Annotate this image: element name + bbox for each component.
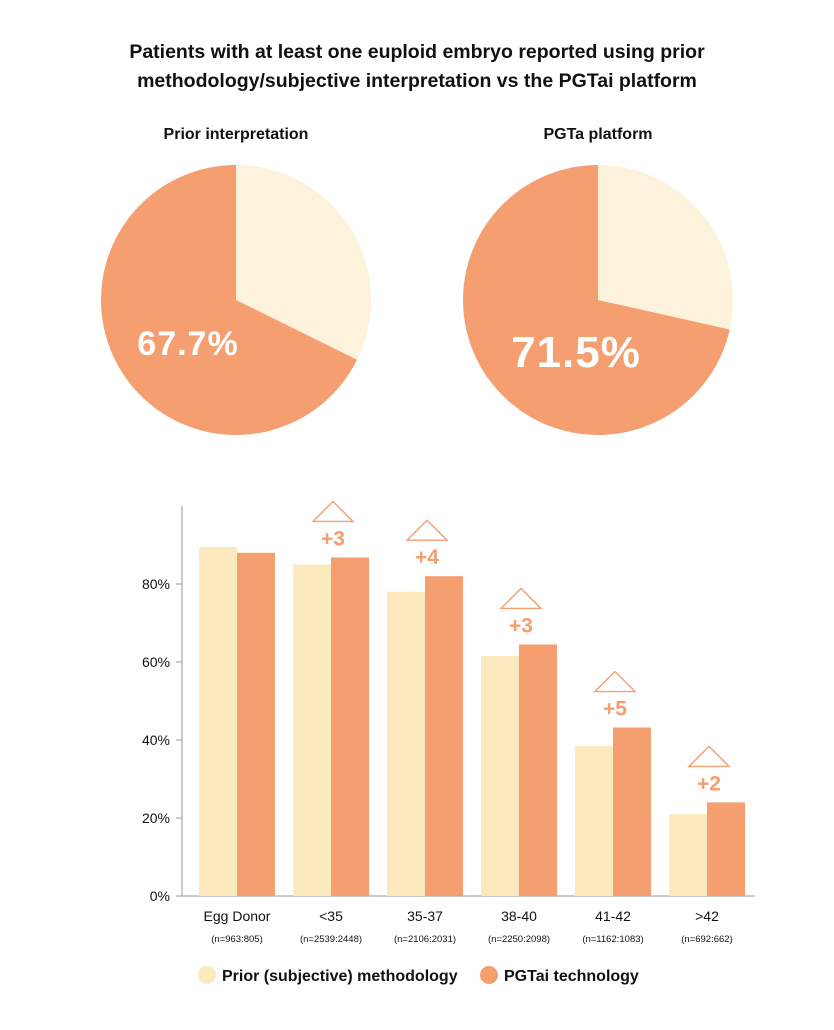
pie-slice-prior-main — [100, 165, 358, 435]
bar-prior — [669, 814, 707, 896]
pie-slice-pgta-remainder — [598, 165, 733, 330]
bar-prior — [575, 745, 613, 896]
bar-pgtai — [331, 557, 369, 896]
bar-pgtai — [425, 576, 463, 896]
bar-prior — [481, 656, 519, 896]
title-line-2: methodology/subjective interpretation vs… — [137, 70, 697, 92]
delta-triangle-icon — [405, 519, 449, 541]
y-tick-label: 60% — [142, 654, 170, 670]
delta-triangle-icon — [499, 587, 543, 610]
title-line-1: Patients with at least one euploid embry… — [129, 41, 705, 63]
bar-pgtai — [613, 727, 651, 896]
y-tick-label: 80% — [142, 576, 170, 592]
delta-triangle-icon — [311, 500, 355, 523]
y-tick-label: 20% — [142, 810, 170, 826]
bar-pgtai — [707, 802, 745, 896]
x-tick-sublabel: (n=2106:2031) — [394, 934, 456, 945]
bar-prior — [293, 564, 331, 896]
y-tick-label: 40% — [142, 732, 170, 748]
pie-slice-prior-remainder — [236, 165, 371, 360]
delta-triangle-icon — [593, 670, 637, 693]
bar-prior — [387, 591, 425, 896]
x-tick-label: 38-40 — [501, 908, 537, 924]
bar-prior — [199, 546, 237, 896]
x-tick-sublabel: (n=963:805) — [211, 934, 263, 945]
bar-pgtai — [237, 552, 275, 896]
delta-label: +2 — [697, 772, 721, 795]
delta-label: +3 — [321, 527, 345, 550]
x-tick-sublabel: (n=2539:2448) — [300, 934, 362, 945]
legend-label-pgtai: PGTai technology — [504, 968, 639, 985]
delta-label: +5 — [603, 698, 627, 721]
delta-triangle-icon — [687, 745, 731, 768]
legend-swatch-prior — [198, 966, 216, 984]
x-tick-label: <35 — [319, 908, 343, 924]
delta-label: +4 — [415, 546, 439, 569]
legend-label-prior: Prior (subjective) methodology — [222, 968, 458, 985]
delta-label: +3 — [509, 614, 533, 637]
x-tick-label: 35-37 — [407, 908, 443, 924]
pie-label-pgta: 71.5% — [511, 328, 641, 377]
pie-title-pgta: PGTa platform — [543, 126, 653, 143]
x-tick-label: 41-42 — [595, 908, 631, 924]
chart-title: Patients with at least one euploid embry… — [60, 38, 774, 96]
y-tick-label: 0% — [150, 888, 170, 904]
pie-title-prior: Prior interpretation — [163, 126, 309, 143]
legend-swatch-pgtai — [480, 966, 498, 984]
bar-pgtai — [519, 644, 557, 896]
pie-slice-pgta-main — [462, 165, 730, 435]
pie-label-prior: 67.7% — [137, 325, 238, 363]
x-tick-label: Egg Donor — [204, 908, 271, 924]
x-tick-sublabel: (n=692:662) — [681, 934, 733, 945]
x-tick-label: >42 — [695, 908, 719, 924]
x-tick-sublabel: (n=1162:1083) — [582, 934, 643, 945]
x-tick-sublabel: (n=2250:2098) — [488, 934, 550, 945]
